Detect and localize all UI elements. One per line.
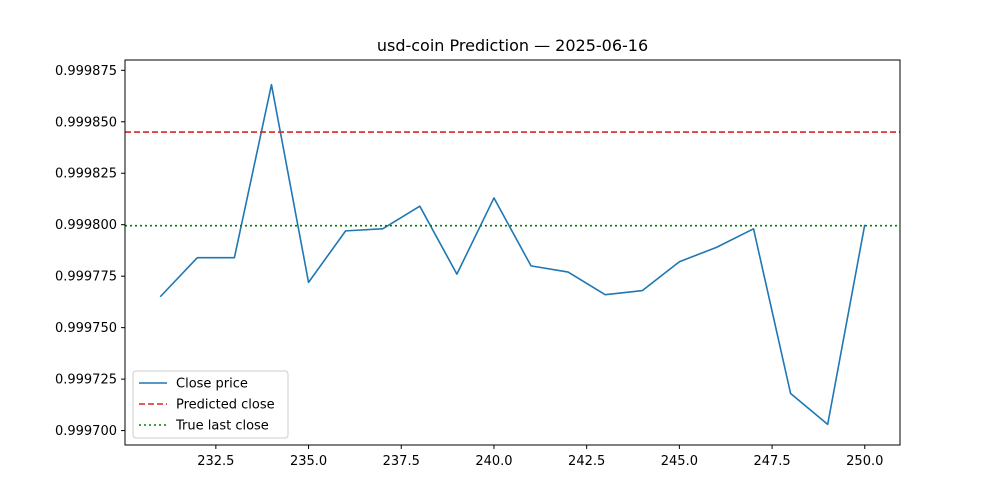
plot-area <box>125 83 900 426</box>
chart-title: usd-coin Prediction — 2025-06-16 <box>377 36 648 55</box>
legend-box <box>132 370 289 439</box>
legend-label: Close price <box>176 377 248 392</box>
x-tick-label: 242.5 <box>568 454 605 469</box>
axes: 232.5 235.0 237.5 240.0 242.5 245.0 247.5 250.0… <box>55 59 901 469</box>
y-tick-label: 0.999875 <box>55 64 117 79</box>
x-tick-label: 237.5 <box>383 454 420 469</box>
y-tick-label: 0.999700 <box>55 424 117 439</box>
x-tick-label: 240.0 <box>475 454 512 469</box>
legend-label: Predicted close <box>176 398 275 413</box>
series-line-1 <box>159 83 866 426</box>
x-tick-label: 247.5 <box>753 454 790 469</box>
legend: Close price Predicted close True last clos… <box>132 370 289 439</box>
legend-label: True last close <box>175 419 269 434</box>
y-tick-label: 0.999825 <box>55 167 117 182</box>
y-tick-label: 0.999850 <box>55 115 117 130</box>
y-tick-label: 0.999800 <box>55 218 117 233</box>
x-tick-label: 232.5 <box>197 454 234 469</box>
y-tick-label: 0.999750 <box>55 321 117 336</box>
x-tick-label: 250.0 <box>846 454 883 469</box>
y-tick-label: 0.999775 <box>55 270 117 285</box>
x-tick-label: 245.0 <box>661 454 698 469</box>
x-tick-label: 235.0 <box>290 454 327 469</box>
y-tick-label: 0.999725 <box>55 373 117 388</box>
axes-frame <box>124 59 901 446</box>
